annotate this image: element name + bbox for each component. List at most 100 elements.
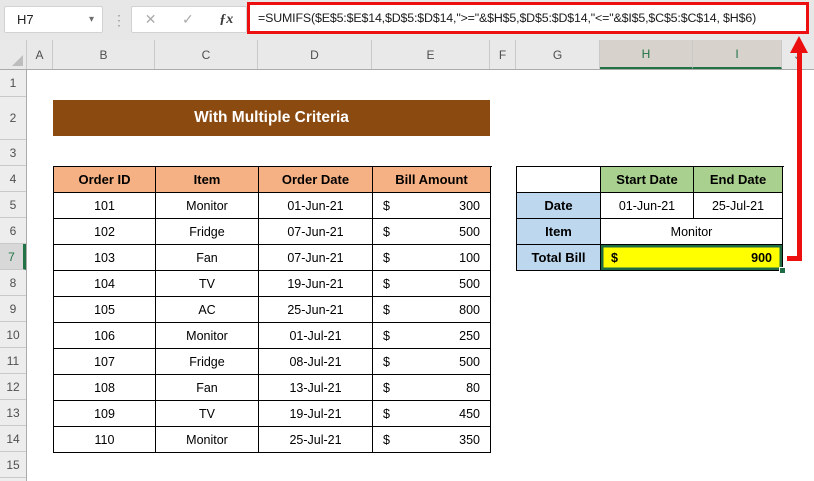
cell-order-date[interactable]: 19-Jul-21 (259, 401, 373, 427)
cell-item[interactable]: Fridge (156, 349, 259, 375)
column-header-c[interactable]: C (155, 40, 258, 69)
cell-item[interactable]: Monitor (156, 193, 259, 219)
criteria-label-item[interactable]: Item (517, 219, 601, 245)
cell-bill-amount[interactable]: $300 (373, 193, 491, 219)
cell-order-id[interactable]: 110 (54, 427, 156, 453)
row-header-15[interactable]: 15 (0, 452, 26, 478)
criteria-label-date[interactable]: Date (517, 193, 601, 219)
cell-item[interactable]: Monitor (156, 427, 259, 453)
row-header-8[interactable]: 8 (0, 270, 26, 296)
cell-bill-amount[interactable]: $80 (373, 375, 491, 401)
name-box-dropdown-icon[interactable]: ▾ (88, 14, 94, 25)
orders-header-row: Order ID Item Order Date Bill Amount (54, 167, 492, 193)
formula-text: =SUMIFS($E$5:$E$14,$D$5:$D$14,">="&$H$5,… (258, 11, 757, 25)
cell-bill-amount[interactable]: $450 (373, 401, 491, 427)
criteria-item-value[interactable]: Monitor (601, 219, 783, 245)
cell-order-id[interactable]: 106 (54, 323, 156, 349)
row-header-6[interactable]: 6 (0, 218, 26, 244)
cell-bill-amount[interactable]: $250 (373, 323, 491, 349)
row-header-2[interactable]: 2 (0, 97, 26, 140)
cell-item[interactable]: TV (156, 401, 259, 427)
cell-order-id[interactable]: 101 (54, 193, 156, 219)
cell-order-id[interactable]: 105 (54, 297, 156, 323)
cell-order-id[interactable]: 109 (54, 401, 156, 427)
cell-item[interactable]: Fan (156, 375, 259, 401)
cell-bill-amount[interactable]: $500 (373, 271, 491, 297)
cell-order-id[interactable]: 104 (54, 271, 156, 297)
column-header-e[interactable]: E (372, 40, 490, 69)
row-header-13[interactable]: 13 (0, 400, 26, 426)
criteria-header-end-date[interactable]: End Date (694, 167, 783, 193)
cell-order-date[interactable]: 19-Jun-21 (259, 271, 373, 297)
criteria-end-date-value[interactable]: 25-Jul-21 (694, 193, 783, 219)
cancel-icon[interactable]: ✕ (144, 11, 157, 27)
row-header-10[interactable]: 10 (0, 322, 26, 348)
cell-order-date[interactable]: 01-Jul-21 (259, 323, 373, 349)
cell-bill-amount[interactable]: $500 (373, 349, 491, 375)
tracer-arrow-shaft (797, 52, 802, 261)
currency-symbol: $ (383, 432, 390, 447)
column-header-h[interactable]: H (600, 40, 693, 69)
orders-header-order-date[interactable]: Order Date (259, 167, 373, 193)
currency-symbol: $ (383, 276, 390, 291)
cell-order-date[interactable]: 25-Jun-21 (259, 297, 373, 323)
criteria-label-total-bill[interactable]: Total Bill (517, 245, 601, 271)
row-header-1[interactable]: 1 (0, 70, 26, 97)
criteria-header-start-date[interactable]: Start Date (601, 167, 694, 193)
column-header-g[interactable]: G (516, 40, 600, 69)
column-header-b[interactable]: B (53, 40, 155, 69)
column-header-i[interactable]: I (693, 40, 782, 69)
row-header-5[interactable]: 5 (0, 192, 26, 218)
formula-buttons-group: ✕ ✓ ƒx (131, 6, 247, 33)
cell-order-id[interactable]: 102 (54, 219, 156, 245)
orders-header-item[interactable]: Item (156, 167, 259, 193)
row-header-14[interactable]: 14 (0, 426, 26, 452)
cell-item[interactable]: AC (156, 297, 259, 323)
cell-order-date[interactable]: 13-Jul-21 (259, 375, 373, 401)
total-bill-value: 900 (751, 250, 772, 265)
column-header-a[interactable]: A (27, 40, 53, 69)
select-all-corner[interactable] (0, 40, 27, 69)
table-row: 108 Fan 13-Jul-21 $80 (54, 375, 492, 401)
cell-item[interactable]: Fan (156, 245, 259, 271)
amount-value: 100 (459, 250, 480, 265)
cell-order-date[interactable]: 07-Jun-21 (259, 245, 373, 271)
cell-bill-amount[interactable]: $800 (373, 297, 491, 323)
formula-bar[interactable]: =SUMIFS($E$5:$E$14,$D$5:$D$14,">="&$H$5,… (247, 2, 809, 34)
cell-order-date[interactable]: 25-Jul-21 (259, 427, 373, 453)
criteria-item-row: Item Monitor (517, 219, 784, 245)
row-header-11[interactable]: 11 (0, 348, 26, 374)
column-header-f[interactable]: F (490, 40, 516, 69)
row-header-9[interactable]: 9 (0, 296, 26, 322)
cell-order-date[interactable]: 07-Jun-21 (259, 219, 373, 245)
row-header-7[interactable]: 7 (0, 244, 26, 270)
criteria-empty-cell[interactable] (517, 167, 601, 193)
row-header-4[interactable]: 4 (0, 166, 26, 192)
cell-item[interactable]: Monitor (156, 323, 259, 349)
cell-bill-amount[interactable]: $100 (373, 245, 491, 271)
cell-order-id[interactable]: 107 (54, 349, 156, 375)
cell-order-date[interactable]: 01-Jun-21 (259, 193, 373, 219)
fill-handle[interactable] (779, 267, 786, 274)
row-header-3[interactable]: 3 (0, 140, 26, 166)
enter-icon[interactable]: ✓ (181, 11, 194, 27)
criteria-start-date-value[interactable]: 01-Jun-21 (601, 193, 694, 219)
criteria-header-row: Start Date End Date (517, 167, 784, 193)
insert-function-icon[interactable]: ƒx (219, 11, 234, 27)
cell-bill-amount[interactable]: $500 (373, 219, 491, 245)
row-header-12[interactable]: 12 (0, 374, 26, 400)
cell-order-id[interactable]: 103 (54, 245, 156, 271)
orders-header-bill-amount[interactable]: Bill Amount (373, 167, 491, 193)
orders-header-order-id[interactable]: Order ID (54, 167, 156, 193)
name-box[interactable]: H7 ▾ (4, 6, 103, 33)
cell-order-date[interactable]: 08-Jul-21 (259, 349, 373, 375)
cell-item[interactable]: Fridge (156, 219, 259, 245)
total-bill-result-cell[interactable]: $ 900 (601, 245, 786, 274)
column-header-d[interactable]: D (258, 40, 372, 69)
amount-value: 500 (459, 276, 480, 291)
cell-item[interactable]: TV (156, 271, 259, 297)
cell-order-id[interactable]: 108 (54, 375, 156, 401)
cell-bill-amount[interactable]: $350 (373, 427, 491, 453)
criteria-date-row: Date 01-Jun-21 25-Jul-21 (517, 193, 784, 219)
